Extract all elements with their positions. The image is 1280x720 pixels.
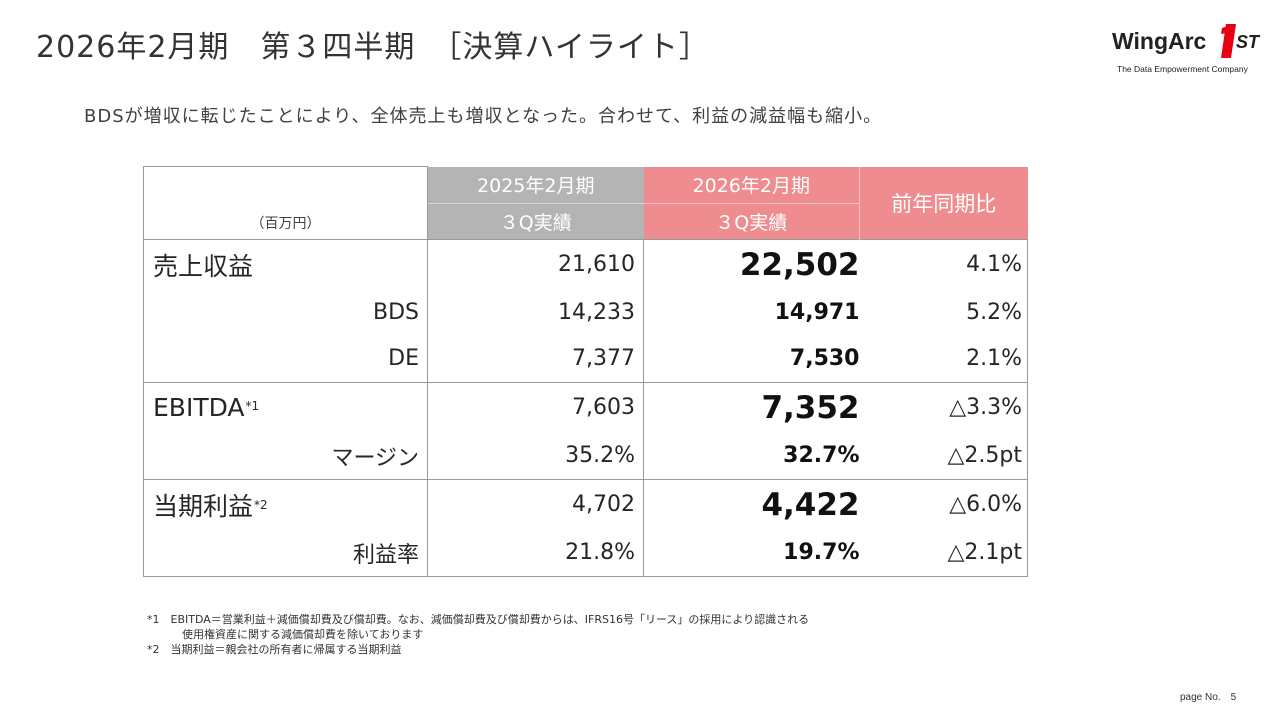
prev-value: 21.8% (427, 529, 644, 577)
logo-tagline: The Data Empowerment Company (1117, 64, 1248, 74)
cur-value: 14,971 (774, 300, 860, 325)
row-label-text: 売上収益 (153, 251, 254, 281)
row-label: 利益率 (143, 529, 428, 577)
yoy-header: 前年同期比 (859, 166, 1028, 239)
row-label: EBITDA*1 (143, 381, 428, 433)
row-label: マージン (143, 432, 428, 479)
table-row: 当期利益*2 4,702 4,422 △6.0% (143, 478, 1028, 530)
footnotes: *1 EBITDA＝営業利益＋減価償却費及び償却費。なお、減価償却費及び償却費か… (147, 612, 809, 657)
yoy-value: △2.1pt (859, 529, 1028, 577)
footnote-ref: *1 (245, 399, 260, 413)
prev-value: 21,610 (427, 238, 644, 290)
table-row: EBITDA*1 7,603 7,352 △3.3% (143, 381, 1028, 433)
page-number-label: page No. (1180, 692, 1221, 703)
footnote-2: *2 当期利益＝親会社の所有者に帰属する当期利益 (147, 643, 402, 656)
table-row: DE 7,377 7,530 2.1% (143, 335, 1028, 382)
cur-period-header: 2026年2月期 (643, 166, 860, 204)
prev-value: 14,233 (427, 289, 644, 336)
page-title: 2026年2月期 第３四半期 ［決算ハイライト］ (36, 30, 710, 65)
cur-period-subheader: ３Q実績 (643, 203, 860, 239)
page-number: page No. 5 (1180, 692, 1236, 703)
yoy-value: △2.5pt (859, 432, 1028, 479)
prev-period-header: 2025年2月期 (427, 166, 644, 204)
row-label: BDS (143, 289, 428, 336)
cur-value: 32.7% (783, 443, 860, 468)
row-label-text: 当期利益 (153, 491, 254, 521)
prev-value: 35.2% (427, 432, 644, 479)
row-label: 売上収益 (143, 238, 428, 290)
footnote-1-line-1: *1 EBITDA＝営業利益＋減価償却費及び償却費。なお、減価償却費及び償却費か… (147, 613, 810, 626)
table-row: BDS 14,233 14,971 5.2% (143, 289, 1028, 336)
logo-wordmark: WingArc (1112, 28, 1207, 54)
footnote-1-line-2: 使用権資産に関する減価償却費を除いております (182, 628, 424, 641)
cur-value: 22,502 (643, 238, 860, 290)
cur-value: 19.7% (643, 529, 860, 577)
yoy-value: 2.1% (859, 335, 1028, 382)
cur-value: 7,352 (643, 381, 860, 433)
financial-highlights-table: （百万円） 2025年2月期 2026年2月期 前年同期比 ３Q実績 ３Q実績 … (143, 166, 1028, 577)
yoy-value: 5.2% (859, 289, 1028, 336)
company-logo: WingArc ST The Data Empowerment Company (1112, 24, 1262, 76)
cur-value: 7,530 (789, 346, 860, 371)
row-label: DE (143, 335, 428, 382)
yoy-value: △3.3% (859, 381, 1028, 433)
logo-suffix: ST (1236, 32, 1260, 52)
yoy-value: △6.0% (859, 478, 1028, 530)
prev-value: 7,603 (427, 381, 644, 433)
page-number-value: 5 (1230, 692, 1237, 703)
table-row: 利益率 21.8% 19.7% △2.1pt (143, 529, 1028, 577)
footnote-ref: *2 (254, 497, 268, 512)
summary-text: BDSが増収に転じたことにより、全体売上も増収となった。合わせて、利益の減益幅も… (84, 106, 883, 127)
unit-label: （百万円） (143, 166, 428, 240)
cur-value: 4,422 (643, 478, 860, 530)
prev-value: 4,702 (427, 478, 644, 530)
table-row: 売上収益 21,610 22,502 4.1% (143, 238, 1028, 290)
prev-value: 7,377 (427, 335, 644, 382)
row-label: 当期利益*2 (143, 478, 428, 530)
yoy-value: 4.1% (859, 238, 1028, 290)
prev-period-subheader: ３Q実績 (427, 203, 644, 239)
row-label-text: EBITDA (153, 393, 245, 422)
table-row: マージン 35.2% 32.7% △2.5pt (143, 432, 1028, 479)
logo-1-mark-icon (1220, 24, 1236, 58)
